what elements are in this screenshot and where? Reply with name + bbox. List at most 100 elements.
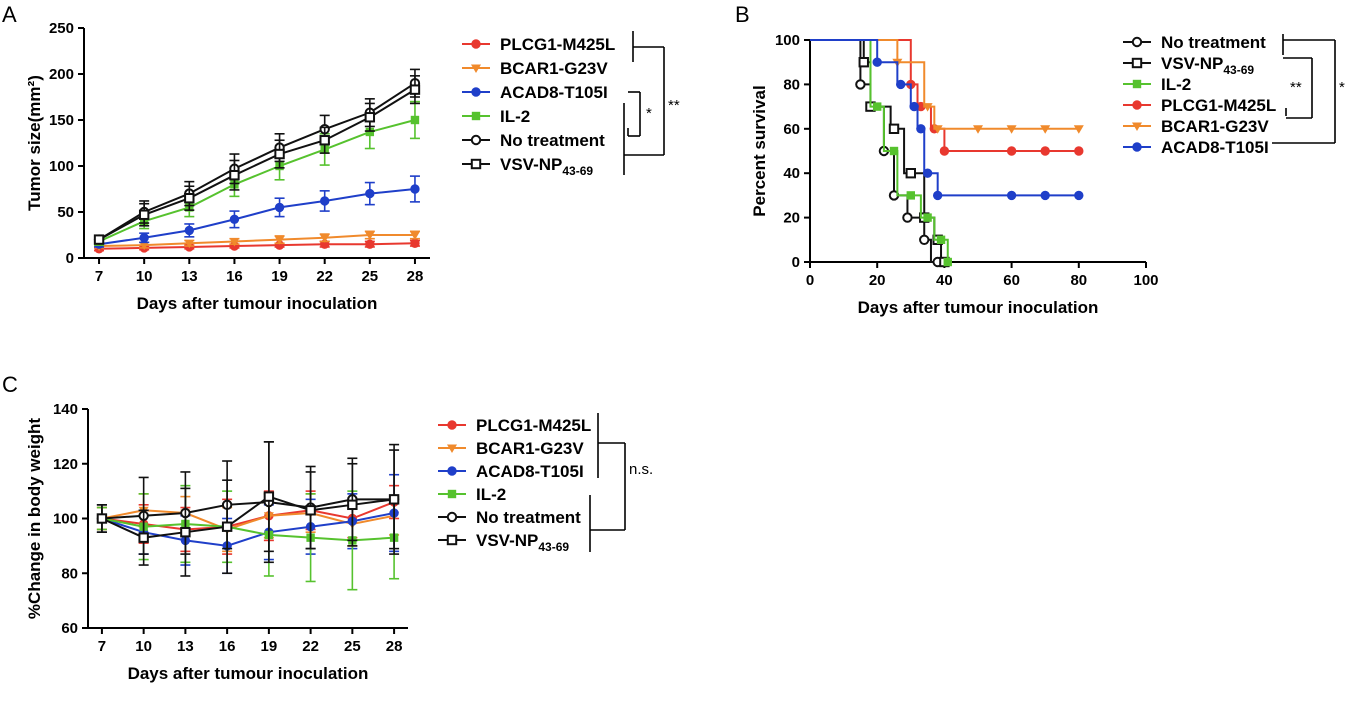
c-y-tick-label: 120 [53,456,78,473]
a-line-vsv-np43-69 [98,88,416,241]
b-legend-marker-no-treatment [1131,36,1143,48]
c-legend-subscript: 43-69 [538,540,569,554]
a-y-tick-label: 200 [49,66,74,83]
c-point-vsv-np43-69 [388,494,400,505]
a-y-tick-label: 0 [66,250,74,267]
b-step-line-acad8-t105i [810,39,1079,197]
c-y-tick-label: 80 [61,565,78,582]
a-y-tick-label: 250 [49,20,74,37]
b-series-acad8-t105i [810,39,1084,201]
a-point-acad8-t105i [184,225,195,236]
c-point-vsv-np43-69 [180,526,191,538]
b-y-tick-label: 60 [783,121,800,138]
c-significance-label: n.s. [629,461,653,478]
c-point-vsv-np43-69 [305,505,316,516]
b-significance-label: * [1339,79,1345,96]
c-legend-marker-no-treatment [446,511,458,523]
a-y-tick-label: 150 [49,112,74,129]
a-x-tick-label: 13 [181,268,198,285]
a-significance-label: * [646,105,652,122]
b-y-tick-label: 0 [792,254,800,271]
a-x-tick-label: 22 [316,268,333,285]
a-point-vsv-np43-69 [229,170,240,181]
b-point-bcar1-g23v [1040,125,1051,134]
c-point-vsv-np43-69 [96,513,108,524]
a-point-acad8-t105i [410,184,420,194]
b-point-no-treatment [919,234,930,246]
b-point-bcar1-g23v [973,125,983,134]
a-legend-marker-bcar1-g23v [471,64,481,73]
c-x-tick-label: 28 [386,638,403,655]
b-point-acad8-t105i [1074,190,1084,201]
a-legend-subscript: 43-69 [562,164,593,178]
a-x-tick-label: 16 [226,268,243,285]
a-x-tick-label: 28 [407,268,424,285]
a-line-plcg1-m425l [99,242,415,250]
a-point-bcar1-g23v [409,231,420,240]
a-point-acad8-t105i [229,214,240,225]
c-legend-marker-bcar1-g23v [447,444,457,453]
a-point-plcg1-m425l [365,239,375,249]
a-point-bcar1-g23v [229,237,240,247]
a-legend-label: No treatment [500,131,605,150]
b-series-bcar1-g23v [810,39,1084,134]
b-point-vsv-np43-69 [888,123,900,134]
a-x-tick-label: 7 [95,268,103,285]
b-step-line-no-treatment [810,39,938,263]
c-legend-label: IL-2 [476,485,506,504]
c-line-plcg1-m425l [101,501,395,531]
b-series-plcg1-m425l [810,39,1084,156]
c-x-tick-label: 16 [219,638,236,655]
b-legend-marker-acad8-t105i [1132,142,1142,152]
b-point-bcar1-g23v [922,103,933,112]
b-legend-marker-plcg1-m425l [1132,100,1142,110]
a-point-il-2 [365,127,375,137]
a-legend-label: BCAR1-G23V [500,59,608,78]
a-significance-label: ** [668,97,680,114]
b-point-vsv-np43-69 [905,168,916,179]
b-legend-marker-vsv-np43-69 [1131,57,1143,69]
b-y-tick-label: 80 [783,76,800,93]
b-legend-marker-il-2 [1132,79,1142,89]
b-point-acad8-t105i [1040,190,1050,201]
c-y-tick-label: 100 [53,511,78,528]
a-point-vsv-np43-69 [138,209,150,220]
panel-a-chart: 0 50 100 150 200 250 7 10 13 16 19 22 25 28 Days after… [25,20,680,313]
b-point-bcar1-g23v [932,125,943,134]
a-point-bcar1-g23v [139,241,150,251]
b-legend-label: BCAR1-G23V [1161,117,1269,136]
a-x-tick-label: 19 [271,268,288,285]
b-x-tick-label: 100 [1133,272,1158,289]
b-y-tick-label: 100 [775,32,800,49]
a-series-il-2 [94,100,420,246]
panel-c-chart: 60 80 100 120 140 7 10 13 16 19 22 25 28 Days after t… [25,401,653,683]
b-point-acad8-t105i [932,190,943,201]
c-x-tick-label: 7 [98,638,106,655]
b-x-tick-label: 0 [806,272,814,289]
c-legend-marker-vsv-np43-69 [446,534,458,546]
a-line-il-2 [98,119,416,243]
c-x-tick-label: 25 [344,638,361,655]
c-legend-label: BCAR1-G23V [476,439,584,458]
a-line-acad8-t105i [98,188,416,246]
c-legend-label: VSV-NP43-69 [476,531,569,554]
b-y-tick-label: 20 [783,210,800,227]
c-line-no-treatment [101,498,395,520]
b-point-no-treatment [855,79,866,90]
c-legend-label: No treatment [476,508,581,527]
c-y-axis-label: %Change in body weight [25,418,44,620]
b-step-line-plcg1-m425l [810,39,1079,152]
b-y-tick-label: 40 [783,165,800,182]
b-legend-label: IL-2 [1161,75,1191,94]
c-legend-marker-il-2 [447,489,457,499]
a-line-no-treatment [98,82,416,241]
b-point-vsv-np43-69 [858,57,869,68]
a-legend-marker-il-2 [471,111,481,121]
b-point-acad8-t105i [1006,190,1017,201]
b-x-tick-label: 40 [936,272,953,289]
b-point-plcg1-m425l [1074,146,1084,156]
a-legend-marker-plcg1-m425l [471,39,481,49]
a-x-axis-label: Days after tumour inoculation [137,294,378,313]
a-point-il-2 [410,115,420,125]
